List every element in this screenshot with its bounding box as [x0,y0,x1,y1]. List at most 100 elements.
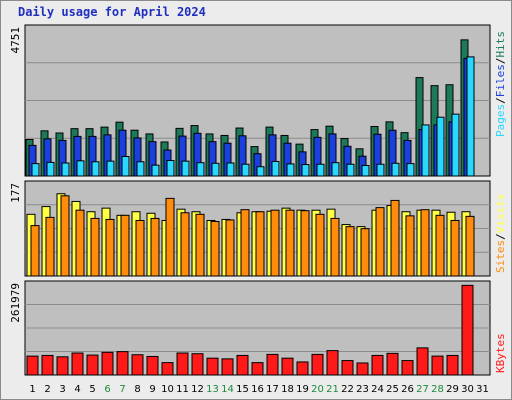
x-tick-label: 21 [326,384,339,395]
pages-bar [241,163,250,177]
legend-entry: / [494,233,507,240]
x-tick-label: 29 [446,384,459,395]
sites-bar [210,221,220,277]
sites-bar [420,209,430,277]
pages-bar [376,163,385,177]
sites-bar [45,216,55,277]
legend-sites-visits: Sites/Visits [494,194,507,274]
pages-bar [271,160,280,177]
x-tick-label: 6 [104,384,110,395]
x-tick-label: 30 [461,384,474,395]
pages-bar [91,161,100,177]
kbytes-bar [386,352,399,376]
x-tick-label: 17 [266,384,279,395]
x-tick-label: 13 [206,384,219,395]
sites-bar [390,199,400,277]
kbytes-bar [221,358,234,376]
kbytes-bar [191,353,204,376]
kbytes-bar [251,362,264,376]
x-tick-label: 2 [44,384,50,395]
sites-bar [255,211,265,277]
pages-bar [136,161,145,177]
sites-bar [270,209,280,277]
pages-bar [331,162,340,177]
legend-entry: KBytes [494,333,507,373]
legend-entry: / [494,58,507,65]
sites-bar [285,209,295,277]
kbytes-bar [341,360,354,376]
kbytes-bar [206,357,219,376]
sites-bar [450,219,460,277]
kbytes-bar [461,284,474,376]
x-tick-label: 24 [371,384,384,395]
pages-bar [151,164,160,177]
pages-bar [361,164,370,177]
pages-bar [106,160,115,177]
x-tick-label: 1 [29,384,35,395]
sites-bar [240,209,250,277]
kbytes-bar [86,354,99,376]
sites-bar [105,218,115,277]
pages-bar [61,162,70,177]
sites-bar [60,195,70,277]
legend-kbytes: KBytes [494,333,507,373]
x-tick-label: 14 [221,384,234,395]
kbytes-bar [161,362,174,376]
kbytes-bar [26,355,39,376]
sites-bar [315,213,325,277]
x-tick-label: 12 [191,384,204,395]
kbytes-bar [41,354,54,376]
legend-entry: Visits [494,194,507,234]
sites-bar [435,214,445,277]
kbytes-bar [176,352,189,376]
sites-bar [150,217,160,277]
x-tick-label: 18 [281,384,294,395]
sites-bar [195,213,205,277]
x-tick-label: 27 [416,384,429,395]
pages-bar [451,113,460,177]
legend-pages-files-hits: Pages/Files/Hits [494,31,507,137]
pages-bar [196,162,205,177]
kbytes-bar [296,361,309,376]
legend-entry: / [494,97,507,104]
pages-bar [76,160,85,177]
pages-bar [391,162,400,177]
sites-bar [30,225,40,277]
sites-bar [330,217,340,277]
pages-bar [166,160,175,177]
sites-bar [360,228,370,277]
kbytes-bar [326,350,339,376]
pages-bar [346,163,355,177]
sites-bar [165,197,175,277]
kbytes-bar [71,352,84,376]
x-tick-label: 26 [401,384,414,395]
pages-bar [421,124,430,177]
kbytes-bar [146,355,159,376]
sites-bar [225,219,235,277]
x-tick-label: 8 [134,384,140,395]
pages-bar [121,156,130,177]
x-tick-label: 16 [251,384,264,395]
kbytes-bar [401,360,414,376]
legend-entry: Files [494,64,507,97]
pages-bar [46,161,55,177]
pages-bar [316,163,325,177]
pages-bar [211,162,220,177]
kbytes-bar [236,354,249,376]
x-tick-label: 20 [311,384,324,395]
sites-bar [465,215,475,277]
x-tick-label: 11 [176,384,189,395]
kbytes-bar [446,354,459,376]
kbytes-bar [116,351,129,376]
kbytes-bar [311,353,324,376]
x-tick-label: 3 [59,384,65,395]
kbytes-bar [131,354,144,376]
sites-bar [135,219,145,277]
sites-bar [375,207,385,277]
sites-bar [345,226,355,277]
sites-bar [120,214,130,277]
pages-bar [256,166,265,177]
pages-bar [466,56,475,177]
y-max-label: 4751 [9,27,22,54]
sites-bar [75,209,85,277]
